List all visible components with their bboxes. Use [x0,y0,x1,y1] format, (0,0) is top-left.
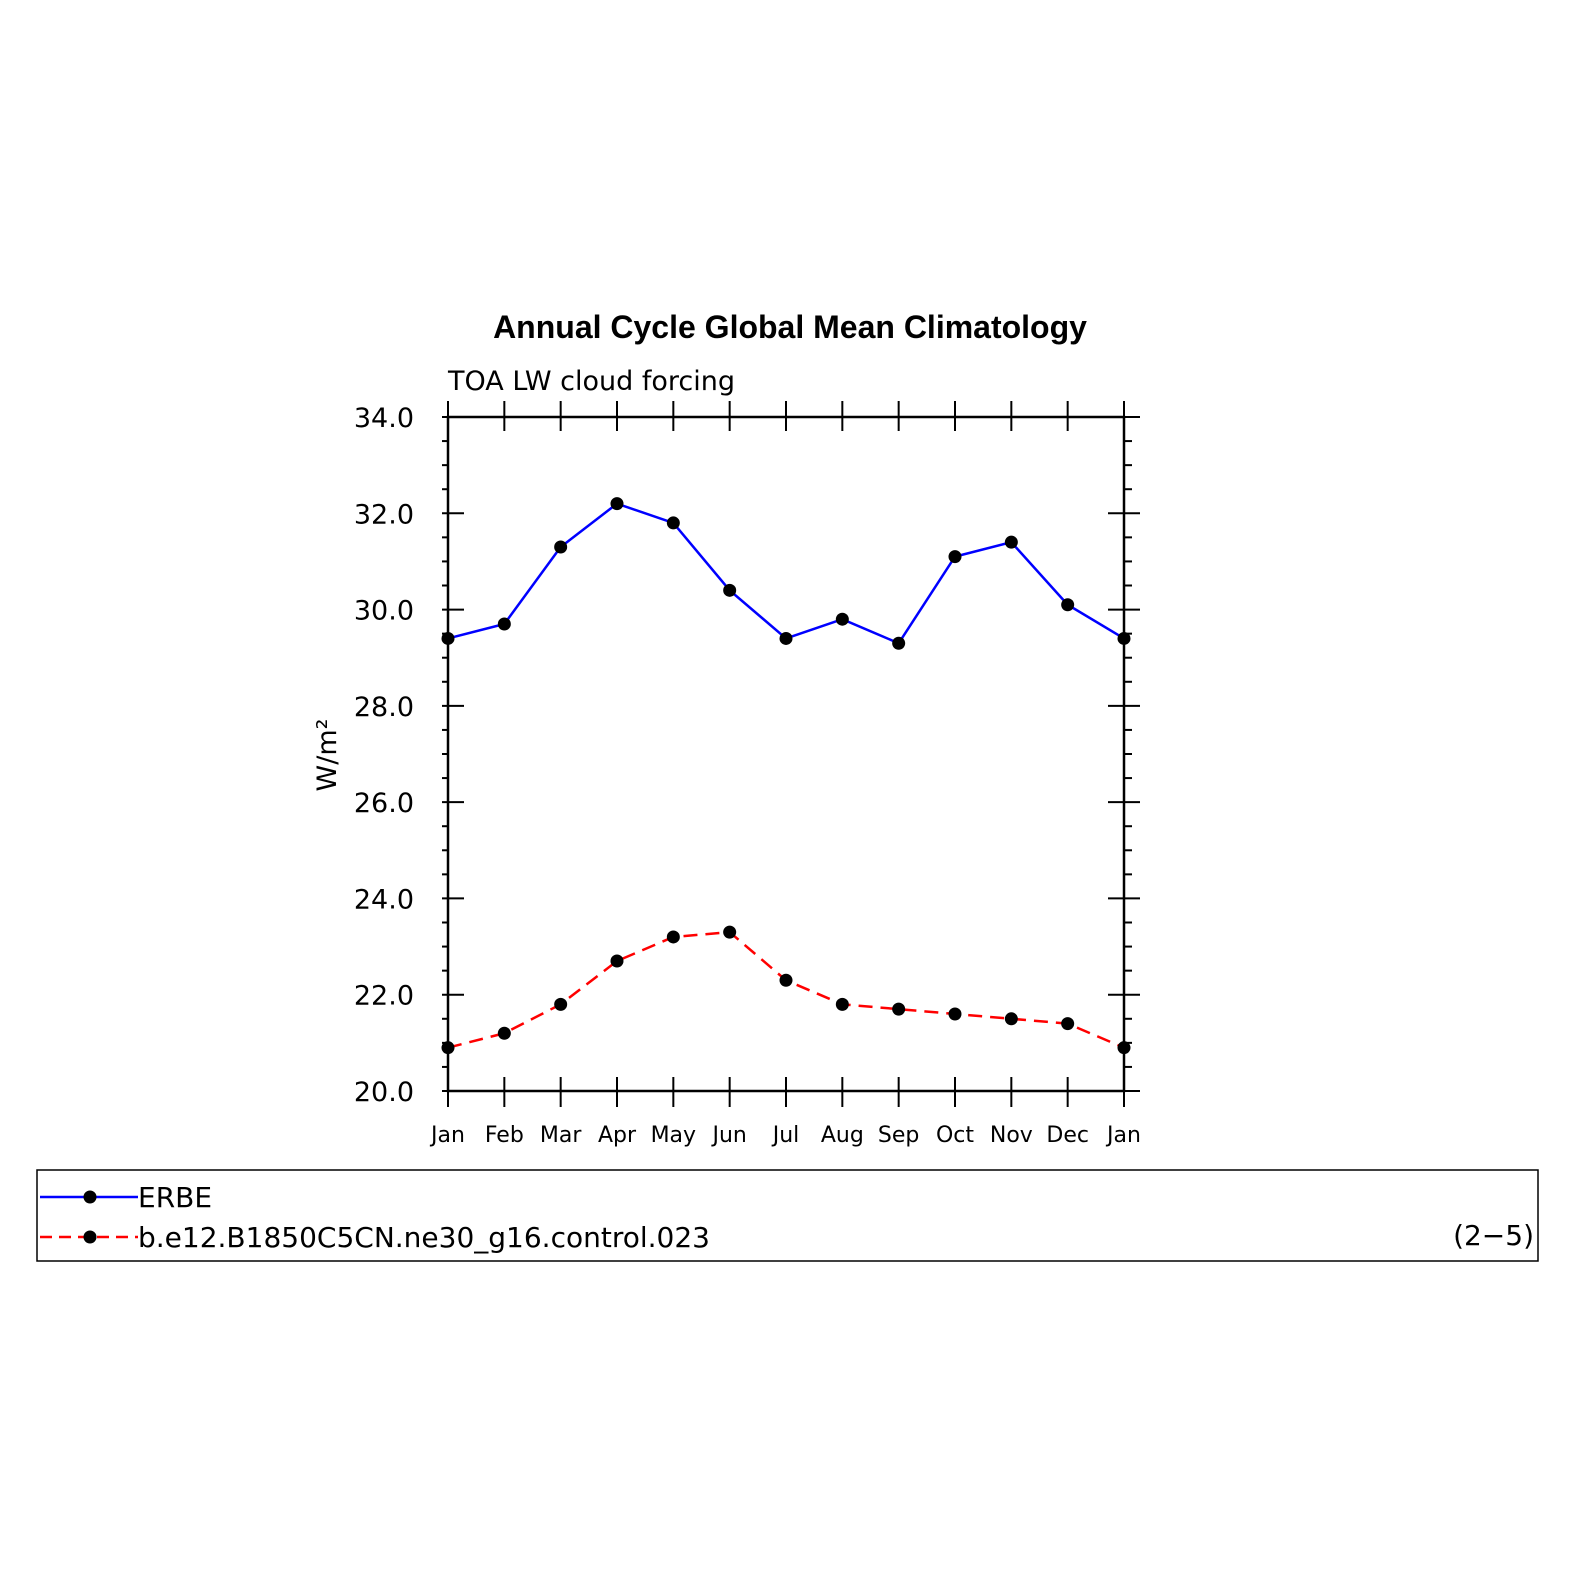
x-tick-label: Apr [598,1123,637,1148]
x-tick-label: May [651,1123,696,1148]
series-1-point [723,583,737,597]
series-2-point [1004,1012,1018,1026]
x-tick-label: Oct [936,1123,974,1148]
series-1-point [779,631,793,645]
y-tick-label: 30.0 [354,596,414,627]
legend-label-2: b.e12.B1850C5CN.ne30_g16.control.023 [138,1221,710,1254]
legend-box [36,1169,1539,1262]
x-axis-ticks: Jan Feb Mar Apr May Jun Jul Aug Sep Oct Nov Dec Jan [429,401,1141,1148]
series-1-point [610,497,624,511]
legend-label-1: ERBE [138,1181,212,1214]
y-tick-label: 24.0 [354,884,414,915]
x-tick-label: Dec [1046,1123,1089,1148]
x-tick-label: Jan [1105,1123,1141,1148]
series-1-point [1061,598,1075,612]
series-2-point [1061,1017,1075,1031]
x-tick-label: Jan [429,1123,465,1148]
y-tick-label: 22.0 [354,981,414,1012]
series-2-point [497,1026,511,1040]
legend: ERBE b.e12.B1850C5CN.ne30_g16.control.023… [36,1169,1539,1262]
chart-title: Annual Cycle Global Mean Climatology [493,309,1087,345]
plot-frame [446,415,1126,1093]
series-2-point [779,973,793,987]
y-tick-label: 20.0 [354,1077,414,1108]
series-line-2 [447,930,1125,1049]
y-tick-label: 32.0 [354,499,414,530]
series-2-point [610,954,624,968]
legend-marker-1 [83,1190,97,1204]
x-tick-label: Feb [485,1123,524,1148]
x-tick-label: Nov [990,1123,1033,1148]
panel-label: (2−5) [1453,1219,1534,1252]
series-1-point [1117,631,1131,645]
series-2-point [441,1041,455,1055]
y-axis-ticks: 20.0 22.0 24.0 26.0 28.0 30.0 32.0 34.0 [354,403,1140,1108]
series-2-point [1117,1041,1131,1055]
y-axis-label: W/m² [312,719,343,792]
series-2-point [892,1002,906,1016]
series-2-point [835,997,849,1011]
legend-marker-2 [83,1230,97,1244]
x-tick-label: Jun [710,1123,746,1148]
series-1-point [948,550,962,564]
series-1-point [554,540,568,554]
series-2-point [948,1007,962,1021]
series-2-point [666,930,680,944]
series-2-point [554,997,568,1011]
series-layer [441,497,1131,1055]
series-1-point [1004,535,1018,549]
series-1-point [892,636,906,650]
series-1-point [441,631,455,645]
y-tick-label: 28.0 [354,692,414,723]
y-tick-label: 26.0 [354,788,414,819]
x-tick-label: Aug [821,1123,864,1148]
x-tick-label: Mar [540,1123,582,1148]
series-1-point [835,612,849,626]
series-1-point [497,617,511,631]
x-tick-label: Sep [878,1123,919,1148]
series-line-1 [447,502,1125,645]
series-1-point [666,516,680,530]
y-tick-label: 34.0 [354,403,414,434]
chart-subtitle: TOA LW cloud forcing [447,366,735,397]
x-tick-label: Jul [771,1123,800,1148]
series-2-point [723,925,737,939]
